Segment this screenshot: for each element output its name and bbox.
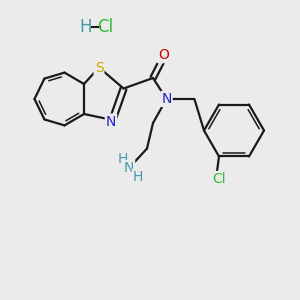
Text: N: N (161, 92, 172, 106)
Text: S: S (94, 61, 103, 74)
Text: H: H (79, 18, 92, 36)
Text: H: H (118, 152, 128, 166)
Text: N: N (106, 115, 116, 128)
Text: Cl: Cl (212, 172, 226, 186)
Text: O: O (158, 48, 169, 62)
Text: N: N (124, 161, 134, 175)
Text: Cl: Cl (97, 18, 113, 36)
Text: H: H (133, 170, 143, 184)
